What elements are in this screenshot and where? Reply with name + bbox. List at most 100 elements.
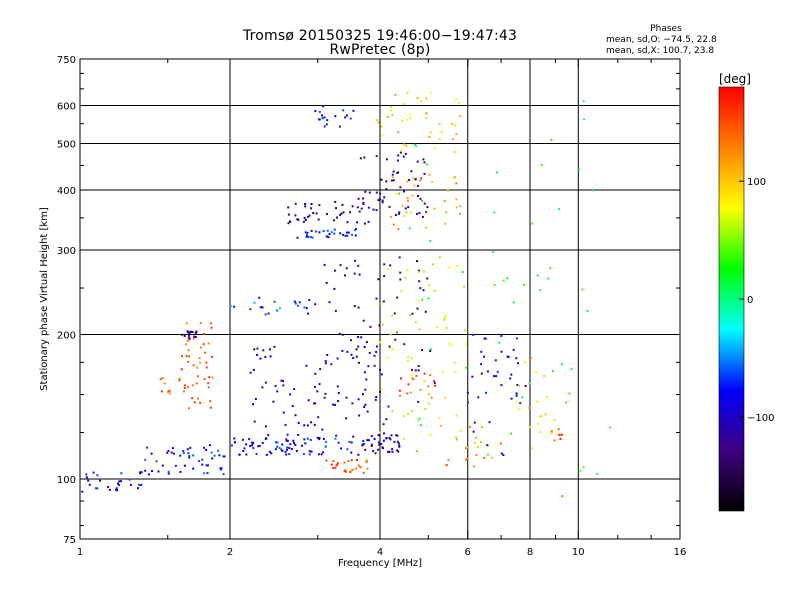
data-point: [553, 439, 556, 442]
data-point: [550, 138, 553, 141]
data-point: [264, 425, 267, 428]
data-point: [396, 449, 399, 452]
data-point: [535, 371, 538, 374]
data-point: [334, 437, 337, 440]
data-point: [302, 220, 305, 223]
data-point: [456, 265, 458, 268]
data-point: [345, 114, 348, 117]
data-point: [293, 442, 295, 444]
data-point: [199, 401, 202, 404]
data-point: [515, 337, 518, 340]
data-point: [188, 334, 190, 337]
data-point: [416, 307, 419, 310]
data-point: [559, 438, 562, 440]
data-point: [419, 177, 422, 180]
data-point: [365, 461, 368, 464]
phases-o-mode-stats: mean, sd,O: −74.5, 22.8: [606, 35, 717, 45]
data-point: [335, 207, 337, 210]
data-point: [493, 284, 496, 287]
data-point: [404, 152, 407, 155]
data-point: [392, 223, 395, 226]
data-point: [502, 279, 505, 282]
data-point: [364, 448, 367, 451]
data-point: [440, 424, 442, 427]
data-point: [483, 337, 486, 340]
data-point: [311, 236, 314, 239]
data-point: [453, 176, 456, 179]
data-point: [276, 309, 279, 312]
data-point: [423, 161, 426, 164]
data-point: [352, 435, 355, 438]
data-point: [379, 390, 381, 393]
data-point: [528, 382, 531, 385]
data-point: [408, 227, 411, 230]
data-point: [465, 366, 468, 369]
data-point: [480, 372, 483, 375]
data-point: [389, 215, 392, 218]
data-point: [268, 348, 271, 351]
data-point: [388, 205, 391, 208]
data-point: [399, 278, 402, 281]
data-point: [433, 207, 436, 210]
data-point: [427, 297, 430, 300]
data-point: [350, 339, 352, 342]
data-point: [549, 267, 552, 270]
x-axis-label: Frequency [MHz]: [338, 558, 422, 569]
data-point: [402, 143, 405, 146]
data-point: [310, 203, 313, 206]
data-point: [445, 327, 448, 330]
data-point: [316, 436, 319, 439]
data-point: [417, 365, 420, 367]
data-point: [314, 110, 317, 113]
data-point: [495, 375, 498, 378]
data-point: [187, 336, 190, 339]
data-point: [379, 368, 381, 371]
data-point: [381, 201, 384, 204]
data-point: [161, 377, 164, 380]
data-point: [210, 451, 213, 454]
data-point: [570, 368, 573, 371]
data-point: [182, 452, 185, 454]
data-point: [401, 204, 404, 207]
data-point: [417, 419, 420, 422]
data-point: [189, 446, 192, 449]
data-point: [409, 391, 412, 394]
data-point: [380, 125, 383, 128]
data-point: [326, 229, 329, 232]
data-point: [204, 351, 207, 354]
data-point: [229, 304, 232, 307]
data-point: [350, 353, 353, 356]
x-tick-label: 2: [227, 547, 233, 558]
data-point: [380, 373, 383, 376]
data-point: [183, 464, 186, 467]
data-point: [483, 355, 486, 358]
data-point: [318, 204, 321, 207]
data-point: [390, 179, 393, 182]
data-point: [211, 457, 214, 460]
data-point: [324, 362, 327, 365]
data-point: [304, 203, 307, 205]
data-point: [344, 274, 346, 277]
data-point: [297, 434, 300, 436]
data-point: [399, 394, 401, 397]
data-point: [168, 389, 171, 392]
data-point: [173, 452, 175, 455]
data-point: [364, 222, 366, 225]
data-point: [528, 406, 531, 409]
data-point: [191, 331, 194, 333]
data-point: [309, 439, 312, 441]
data-point: [357, 306, 360, 309]
data-point: [452, 138, 454, 141]
data-point: [252, 442, 255, 445]
data-point: [405, 118, 408, 121]
data-point: [551, 370, 554, 373]
data-point: [561, 363, 563, 366]
data-point: [494, 359, 497, 362]
data-point: [539, 289, 542, 292]
data-point: [288, 447, 291, 450]
data-point: [357, 464, 360, 467]
data-point: [140, 483, 143, 486]
data-point: [429, 131, 432, 134]
data-point: [433, 289, 436, 292]
